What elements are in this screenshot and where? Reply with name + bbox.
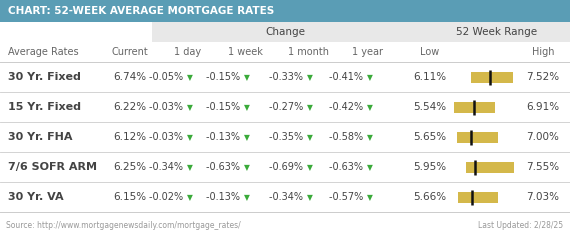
Text: 52 Week Range: 52 Week Range [457,27,538,37]
Bar [425,22,570,42]
Text: ▼: ▼ [244,103,250,112]
Text: 7.00%: 7.00% [527,132,559,142]
Text: ▼: ▼ [367,163,373,172]
Text: ▼: ▼ [367,193,373,202]
Text: 1 month: 1 month [287,47,328,57]
Text: ▼: ▼ [307,103,313,112]
Text: -0.35%: -0.35% [268,132,306,142]
Text: -0.15%: -0.15% [206,102,243,112]
Bar [466,162,514,173]
Text: -0.13%: -0.13% [206,192,243,202]
Text: -0.33%: -0.33% [269,72,306,82]
Text: 5.95%: 5.95% [413,162,446,172]
Text: ▼: ▼ [307,133,313,142]
Text: 1 day: 1 day [174,47,202,57]
Text: 6.25%: 6.25% [113,162,146,172]
Text: ▼: ▼ [307,163,313,172]
Text: ▼: ▼ [187,133,193,142]
Text: 7/6 SOFR ARM: 7/6 SOFR ARM [8,162,97,172]
Text: 5.66%: 5.66% [413,192,446,202]
Text: -0.58%: -0.58% [329,132,366,142]
Text: ▼: ▼ [187,103,193,112]
Text: 7.55%: 7.55% [527,162,560,172]
Text: 6.15%: 6.15% [113,192,146,202]
Bar [458,192,499,203]
Text: ▼: ▼ [187,163,193,172]
Text: 5.54%: 5.54% [413,102,446,112]
Text: ▼: ▼ [187,73,193,82]
Text: -0.42%: -0.42% [329,102,366,112]
Text: -0.34%: -0.34% [269,192,306,202]
Text: -0.03%: -0.03% [149,132,186,142]
Text: -0.05%: -0.05% [149,72,186,82]
Text: Last Updated: 2/28/25: Last Updated: 2/28/25 [478,222,563,230]
Text: Source: http://www.mortgagenewsdaily.com/mortgage_rates/: Source: http://www.mortgagenewsdaily.com… [6,222,241,230]
Text: Low: Low [421,47,439,57]
Text: -0.41%: -0.41% [329,72,366,82]
Text: 7.03%: 7.03% [527,192,560,202]
Text: 30 Yr. Fixed: 30 Yr. Fixed [8,72,81,82]
Text: -0.34%: -0.34% [149,162,186,172]
Text: ▼: ▼ [367,103,373,112]
Text: Current: Current [112,47,148,57]
Bar [471,72,513,83]
Text: -0.69%: -0.69% [269,162,306,172]
Text: 30 Yr. FHA: 30 Yr. FHA [8,132,72,142]
Text: ▼: ▼ [244,73,250,82]
Bar [152,22,425,42]
Text: 6.91%: 6.91% [527,102,560,112]
Text: 6.11%: 6.11% [413,72,446,82]
Text: 6.12%: 6.12% [113,132,146,142]
Text: ▼: ▼ [367,133,373,142]
Text: 6.74%: 6.74% [113,72,146,82]
Text: CHART: 52-WEEK AVERAGE MORTGAGE RATES: CHART: 52-WEEK AVERAGE MORTGAGE RATES [8,6,274,16]
Text: 5.65%: 5.65% [413,132,446,142]
Text: 30 Yr. VA: 30 Yr. VA [8,192,64,202]
Text: -0.13%: -0.13% [206,132,243,142]
Text: ▼: ▼ [307,193,313,202]
Text: -0.63%: -0.63% [206,162,243,172]
Text: -0.63%: -0.63% [329,162,366,172]
Text: ▼: ▼ [367,73,373,82]
Text: -0.57%: -0.57% [329,192,366,202]
Text: ▼: ▼ [187,193,193,202]
Text: ▼: ▼ [244,133,250,142]
Text: -0.02%: -0.02% [149,192,186,202]
Text: 1 year: 1 year [352,47,384,57]
Text: 15 Yr. Fixed: 15 Yr. Fixed [8,102,81,112]
Text: 6.22%: 6.22% [113,102,146,112]
Text: 7.52%: 7.52% [527,72,560,82]
Text: ▼: ▼ [307,73,313,82]
Bar [457,132,498,143]
Bar [0,0,570,22]
Text: -0.15%: -0.15% [206,72,243,82]
Text: Change: Change [265,27,305,37]
Text: -0.03%: -0.03% [149,102,186,112]
Text: -0.27%: -0.27% [268,102,306,112]
Text: ▼: ▼ [244,193,250,202]
Text: High: High [532,47,554,57]
Bar [454,102,495,113]
Text: 1 week: 1 week [227,47,262,57]
Text: ▼: ▼ [244,163,250,172]
Text: Average Rates: Average Rates [8,47,79,57]
